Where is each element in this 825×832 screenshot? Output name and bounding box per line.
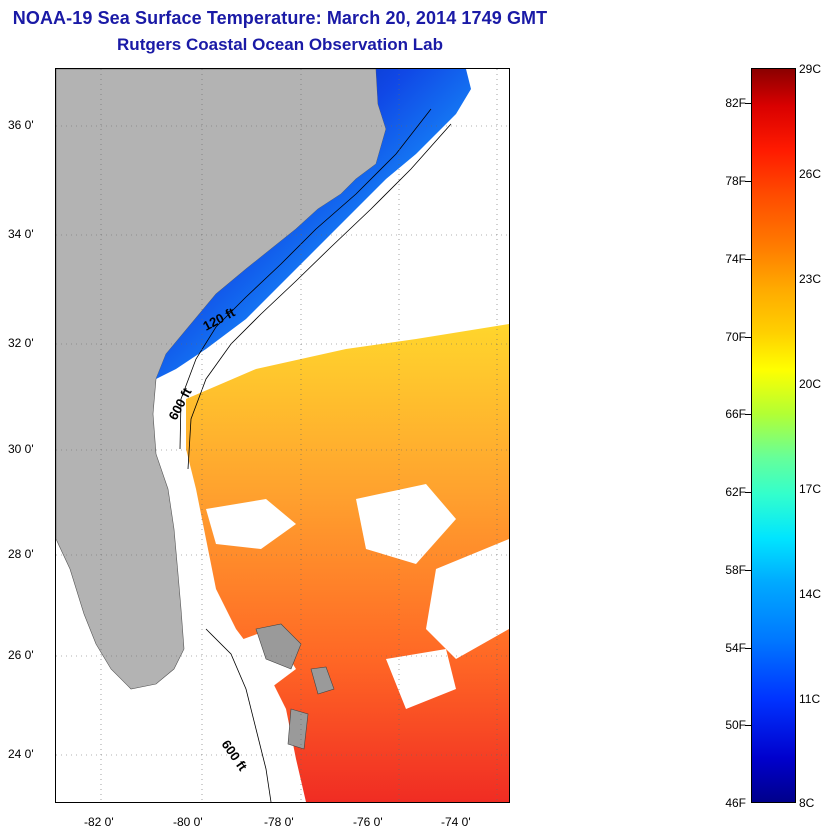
- island: [255, 623, 302, 670]
- colorbar-f-label: 50F: [725, 718, 746, 732]
- colorbar-c-label: 14C: [799, 587, 822, 601]
- lat-label: 28 0': [8, 547, 34, 561]
- colorbar-f-tick: [745, 103, 751, 104]
- contour-600ft: [187, 123, 452, 470]
- lat-label: 30 0': [8, 442, 34, 456]
- colorbar-f-tick: [745, 414, 751, 415]
- colorbar-f-label: 70F: [725, 330, 746, 344]
- lon-label: -74 0': [441, 815, 471, 829]
- contour-600ft-south: [205, 628, 272, 803]
- sst-map-panel: 120 ft 600 ft 600 ft: [55, 68, 510, 803]
- contour-120ft: [179, 108, 432, 450]
- cloud-mask: [426, 539, 509, 659]
- colorbar-c-label: 29C: [799, 62, 822, 76]
- lon-label: -78 0': [264, 815, 294, 829]
- colorbar-c-label: 8C: [799, 796, 815, 810]
- colorbar-f-label: 78F: [725, 174, 746, 188]
- lat-label: 36 0': [8, 118, 34, 132]
- cloud-mask: [356, 484, 456, 564]
- colorbar-f-tick: [745, 259, 751, 260]
- island: [310, 666, 335, 695]
- colorbar-f-tick: [745, 570, 751, 571]
- lon-label: -76 0': [353, 815, 383, 829]
- lat-label: 26 0': [8, 648, 34, 662]
- map-subtitle: Rutgers Coastal Ocean Observation Lab: [117, 35, 443, 54]
- temperature-colorbar: [751, 68, 796, 803]
- lat-label: 24 0': [8, 747, 34, 761]
- cloud-mask: [206, 499, 296, 549]
- contour-label-600ft-south: 600 ft: [219, 737, 251, 774]
- colorbar-f-label: 66F: [725, 407, 746, 421]
- lon-label: -82 0': [84, 815, 114, 829]
- cold-water-band: [156, 69, 471, 379]
- sst-map-svg: 120 ft 600 ft 600 ft: [55, 68, 509, 803]
- colorbar-c-label: 17C: [799, 482, 822, 496]
- colorbar-c-label: 11C: [799, 692, 821, 706]
- lat-label: 34 0': [8, 227, 34, 241]
- lat-label: 32 0': [8, 336, 34, 350]
- colorbar-f-label: 74F: [725, 252, 746, 266]
- colorbar-f-label: 46F: [725, 796, 746, 810]
- colorbar-c-label: 23C: [799, 272, 822, 286]
- colorbar-f-label: 62F: [725, 485, 746, 499]
- colorbar-f-label: 82F: [725, 96, 746, 110]
- colorbar-f-tick: [745, 337, 751, 338]
- colorbar-f-tick: [745, 725, 751, 726]
- colorbar-f-tick: [745, 648, 751, 649]
- cloud-mask: [386, 649, 456, 709]
- map-title: NOAA-19 Sea Surface Temperature: March 2…: [12, 8, 548, 28]
- island: [287, 708, 309, 750]
- colorbar-f-tick: [745, 492, 751, 493]
- colorbar-f-label: 54F: [725, 641, 746, 655]
- colorbar-c-label: 26C: [799, 167, 822, 181]
- lat-lon-grid: [56, 69, 509, 802]
- colorbar-f-tick: [745, 181, 751, 182]
- lon-label: -80 0': [173, 815, 203, 829]
- colorbar-c-label: 20C: [799, 377, 822, 391]
- colorbar-f-label: 58F: [725, 563, 746, 577]
